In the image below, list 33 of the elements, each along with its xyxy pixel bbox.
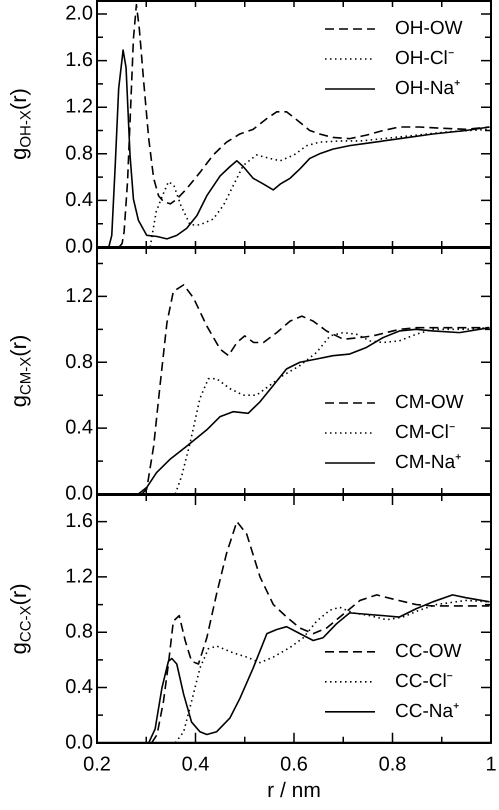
x-axis-title: r / nm (267, 779, 321, 802)
x-tick-label: 0.2 (83, 753, 111, 776)
legend-label: CM-OW (395, 392, 464, 414)
y-tick-label: 0.8 (65, 142, 93, 164)
y-tick-label: 0.0 (65, 482, 93, 505)
x-tick-label: 1 (485, 753, 497, 776)
y-axis-title: gCC-X(r) (6, 583, 35, 654)
legend-label: CC-Cl⁻ (395, 671, 453, 692)
legend-label: CC-Na⁺ (395, 701, 460, 722)
y-tick-label: 1.2 (65, 284, 93, 307)
y-tick-label: 0.4 (65, 188, 93, 211)
legend-label: OH-Cl⁻ (395, 48, 454, 70)
y-axis-title: gOH-X(r) (6, 88, 35, 160)
x-tick-label: 0.8 (378, 753, 406, 776)
x-tick-label: 0.6 (280, 753, 308, 776)
legend-label: OH-Na⁺ (395, 78, 460, 100)
y-tick-label: 1.2 (65, 96, 93, 118)
x-tick-label: 0.4 (182, 753, 210, 776)
legend-label: CC-OW (395, 641, 462, 662)
y-tick-label: 0.0 (65, 236, 93, 258)
y-tick-label: 1.6 (65, 49, 93, 72)
y-tick-label: 0.4 (65, 416, 93, 439)
y-tick-label: 0.8 (65, 620, 93, 643)
legend-label: CM-Cl⁻ (395, 422, 455, 444)
y-tick-label: 1.6 (65, 510, 93, 532)
y-tick-label: 0.4 (65, 676, 93, 698)
legend-label: CM-Na⁺ (395, 452, 462, 474)
y-tick-label: 0.8 (65, 350, 93, 373)
y-tick-label: 1.2 (65, 565, 93, 588)
y-axis-title: gCM-X(r) (6, 334, 35, 408)
y-tick-label: 2.0 (65, 2, 93, 24)
y-tick-label: 0.0 (65, 731, 93, 754)
legend-label: OH-OW (395, 18, 463, 40)
